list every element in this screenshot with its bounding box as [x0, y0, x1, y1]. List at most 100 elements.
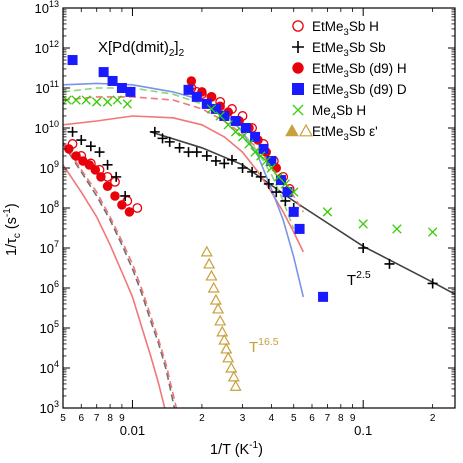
- data-point: [384, 258, 395, 269]
- data-point: [206, 104, 217, 114]
- data-point: [222, 351, 235, 363]
- data-point: [263, 178, 274, 189]
- data-point: [110, 191, 120, 201]
- y-tick-label: 107: [40, 239, 59, 256]
- data-point: [294, 223, 305, 234]
- legend-label: EtMe3Sb Sb: [312, 40, 386, 59]
- data-point: [225, 361, 238, 373]
- data-point: [64, 144, 74, 154]
- x-axis-label: 1/T (K-1): [210, 440, 263, 458]
- data-point: [102, 181, 113, 191]
- x-minor-label: 6: [309, 413, 315, 424]
- data-point: [230, 127, 241, 137]
- y-axis-ticks: 103 104 105 106 107 108 109 1010 1011 1012 1013: [35, 0, 455, 416]
- data-point: [318, 291, 329, 302]
- data-point: [227, 370, 240, 382]
- data-point: [174, 142, 185, 153]
- y-axis-label: 1/τc (s-1): [2, 203, 23, 256]
- y-tick-label: 108: [40, 199, 59, 216]
- data-point: [96, 172, 106, 182]
- x-minor-label: 4: [269, 413, 275, 424]
- series-etme3sb-d9-d: [67, 55, 329, 302]
- data-point: [280, 195, 291, 206]
- chart-title: X[Pd(dmit)2]2: [98, 39, 185, 59]
- series-etme3sb-sb: [67, 126, 438, 289]
- data-point: [85, 141, 96, 152]
- data-point: [112, 95, 123, 105]
- data-point: [255, 171, 266, 182]
- data-point: [392, 224, 402, 234]
- data-point: [210, 103, 221, 114]
- data-point: [358, 243, 369, 253]
- data-point: [117, 200, 127, 210]
- data-point: [282, 187, 293, 198]
- data-point: [250, 131, 261, 142]
- x-axis-ticks: 0.01 0.15 6 7 8 9 2 3 4 5 6 7 8 9 2: [60, 8, 436, 438]
- data-point: [67, 55, 78, 66]
- data-point: [226, 154, 237, 165]
- x-minor-label: 2: [199, 413, 205, 424]
- x-minor-label: 2: [430, 413, 436, 424]
- x-decade-label: 0.1: [354, 423, 372, 438]
- data-point: [111, 171, 122, 182]
- data-point: [237, 163, 248, 173]
- legend-entry: EtMe3Sb (d9) D: [292, 82, 407, 101]
- data-point: [157, 133, 168, 144]
- data-point: [71, 151, 81, 161]
- data-point: [271, 187, 282, 198]
- data-point: [266, 163, 277, 173]
- data-point: [201, 150, 212, 161]
- data-point: [219, 158, 230, 169]
- y-tick-label: 109: [40, 159, 59, 176]
- exponent-annotations: T2.5 T16.5: [249, 269, 371, 356]
- legend-marker: [292, 62, 304, 74]
- data-point: [358, 219, 368, 229]
- x-minor-label: 6: [78, 413, 84, 424]
- data-point: [244, 139, 254, 149]
- legend-marker-open: [298, 123, 314, 137]
- data-point: [220, 342, 233, 354]
- data-point: [132, 203, 143, 213]
- data-point: [81, 95, 91, 105]
- fit-curve: [63, 115, 305, 253]
- data-point: [288, 206, 299, 217]
- data-point: [200, 245, 213, 257]
- data-points: [63, 55, 438, 391]
- y-tick-label: 1011: [35, 79, 59, 96]
- fit-curve: [63, 82, 305, 298]
- data-point: [92, 97, 102, 107]
- legend-entry: Me4Sb H: [292, 103, 366, 122]
- y-tick-label: 103: [40, 399, 59, 416]
- data-point: [207, 281, 220, 293]
- legend-label: EtMe3Sb H: [312, 19, 379, 38]
- series-etme3sb-: [200, 245, 242, 391]
- y-tick-label: 1013: [35, 0, 59, 16]
- x-minor-label: 8: [107, 413, 113, 424]
- data-point: [164, 136, 175, 147]
- y-tick-label: 106: [40, 279, 59, 296]
- data-point: [205, 269, 218, 281]
- data-point: [250, 147, 260, 157]
- exponent-annotation: T2.5: [347, 269, 371, 289]
- x-minor-label: 5: [291, 413, 297, 424]
- data-point: [218, 333, 231, 345]
- data-point: [219, 110, 230, 121]
- data-point: [116, 83, 127, 93]
- data-point: [191, 91, 202, 102]
- fit-curve: [63, 164, 166, 408]
- legend-label: Me4Sb H: [312, 103, 366, 122]
- data-point: [107, 75, 118, 86]
- legend-marker: [292, 41, 304, 53]
- data-point: [183, 84, 194, 95]
- legend-marker: [292, 104, 304, 116]
- x-minor-label: 9: [350, 413, 356, 424]
- data-point: [240, 123, 251, 133]
- legend: EtMe3Sb H EtMe3Sb Sb EtMe3Sb (d9) H EtMe3Sb…: [285, 19, 407, 143]
- data-point: [215, 111, 225, 121]
- data-point: [427, 227, 438, 237]
- data-point: [261, 156, 271, 166]
- series-me4sb-h: [63, 95, 438, 237]
- data-point: [210, 155, 221, 166]
- legend-marker-filled: [285, 123, 299, 137]
